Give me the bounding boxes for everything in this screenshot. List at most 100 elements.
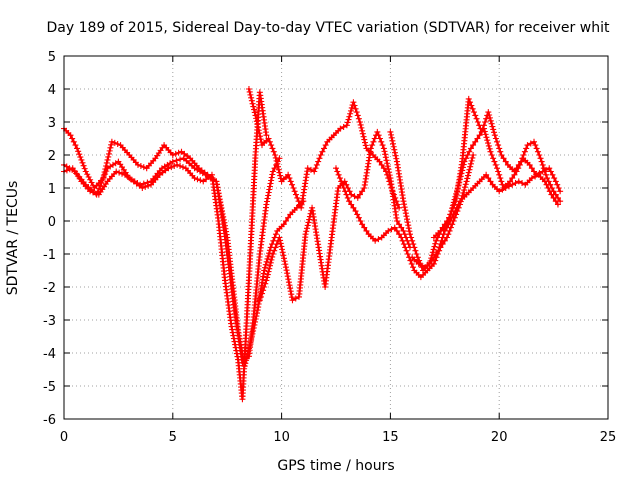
trace-marker	[111, 139, 118, 146]
data-point-marker	[546, 165, 553, 172]
trace-marker	[273, 241, 280, 248]
trace-marker	[219, 210, 226, 217]
trace-marker	[274, 163, 281, 170]
trace-marker	[464, 152, 471, 158]
trace-marker	[197, 177, 204, 184]
trace-marker	[282, 174, 289, 180]
trace-marker	[216, 193, 223, 200]
data-point-marker	[454, 185, 461, 191]
trace-marker	[335, 127, 342, 134]
trace-marker	[488, 152, 495, 158]
trace-marker	[496, 145, 503, 152]
trace-marker	[215, 214, 222, 221]
trace-marker	[460, 161, 467, 168]
trace-marker	[487, 117, 494, 124]
x-tick-label: 15	[382, 430, 399, 445]
trace-marker	[278, 243, 285, 250]
trace-marker	[279, 246, 286, 253]
trace-marker	[386, 172, 393, 179]
trace-marker	[528, 165, 535, 172]
grid	[64, 56, 608, 419]
trace-marker	[524, 159, 531, 166]
trace-marker	[275, 166, 282, 173]
data-point-marker	[531, 138, 538, 145]
trace-marker	[250, 103, 257, 110]
trace-marker	[394, 201, 401, 208]
trace-marker	[515, 165, 522, 172]
trace-marker	[470, 109, 477, 116]
trace-marker	[272, 244, 279, 251]
trace-marker	[292, 295, 299, 302]
trace-marker	[357, 218, 364, 224]
trace-marker	[546, 188, 553, 195]
trace-marker	[521, 148, 528, 155]
trace-marker	[262, 129, 269, 136]
trace-marker	[486, 111, 493, 118]
trace-marker	[519, 180, 526, 187]
trace-marker	[509, 175, 516, 182]
trace-marker	[124, 172, 131, 179]
trace-marker	[344, 119, 351, 126]
trace-marker	[363, 227, 370, 234]
trace-marker	[495, 168, 502, 175]
trace-marker	[494, 186, 501, 193]
trace-marker	[233, 350, 240, 357]
trace-marker	[396, 231, 403, 238]
trace-marker	[247, 91, 254, 98]
trace-marker	[271, 165, 278, 172]
trace-marker	[453, 204, 460, 211]
trace-marker	[271, 247, 278, 254]
trace-marker	[411, 244, 418, 251]
trace-marker	[408, 260, 415, 267]
trace-marker	[250, 327, 257, 334]
trace-marker	[405, 225, 412, 232]
trace-marker	[177, 156, 184, 163]
trace-marker	[78, 156, 85, 163]
trace-marker	[482, 119, 489, 125]
trace-marker	[216, 196, 223, 203]
trace-marker	[269, 253, 276, 260]
trace-marker	[257, 293, 264, 300]
data-point-marker	[276, 234, 283, 241]
trace-marker	[378, 161, 385, 168]
data-point-marker	[256, 297, 263, 304]
trace-marker	[266, 186, 273, 193]
trace-marker	[459, 167, 466, 174]
data-point-marker	[557, 188, 564, 195]
trace-marker	[244, 351, 251, 358]
trace-marker	[270, 148, 277, 155]
trace-marker	[277, 172, 284, 179]
trace-marker	[266, 265, 273, 272]
trace-marker	[217, 202, 224, 209]
data-point-marker	[443, 224, 450, 231]
data-point-marker	[343, 122, 350, 129]
trace-marker	[179, 164, 186, 171]
trace-marker	[401, 231, 408, 238]
trace-marker	[383, 230, 390, 237]
trace-marker	[389, 137, 396, 144]
trace-marker	[72, 142, 79, 149]
trace-marker	[348, 201, 355, 208]
trace-marker	[335, 171, 342, 178]
trace-marker	[398, 224, 405, 231]
data-point-marker	[524, 142, 531, 149]
trace-marker	[228, 320, 235, 327]
trace-marker	[467, 99, 474, 106]
trace-marker	[497, 175, 504, 182]
trace-marker	[243, 354, 250, 361]
trace-marker	[405, 222, 412, 229]
trace-marker	[469, 154, 476, 161]
trace-marker	[279, 249, 286, 256]
trace-marker	[65, 130, 72, 136]
trace-marker	[463, 155, 470, 162]
data-point-marker	[291, 188, 298, 195]
trace-marker	[392, 152, 399, 159]
data-point-marker	[398, 234, 405, 241]
trace-marker	[119, 170, 126, 177]
trace-marker	[307, 166, 314, 173]
trace-marker	[269, 171, 276, 178]
trace-marker	[468, 157, 475, 164]
trace-marker	[210, 176, 217, 183]
trace-marker	[483, 115, 490, 122]
trace-marker	[172, 150, 179, 157]
